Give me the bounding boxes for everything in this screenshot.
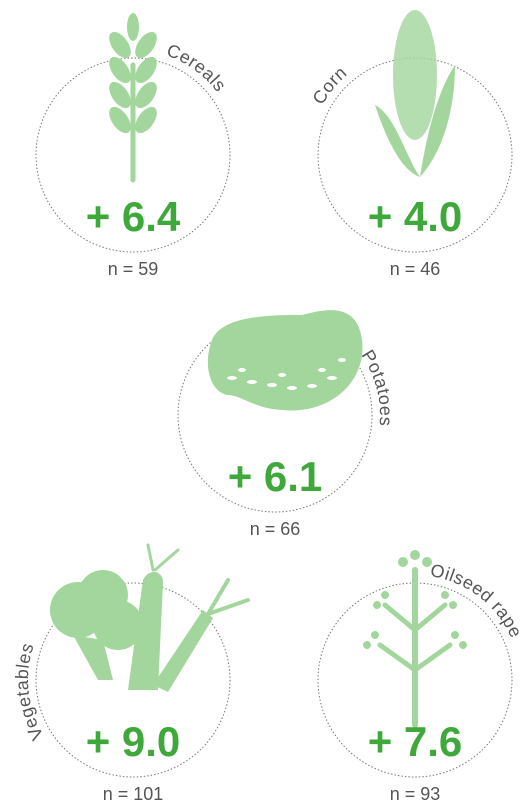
vegetables-icon	[50, 543, 250, 692]
crop-label: Oilseed rape	[429, 560, 527, 641]
value: + 6.1	[228, 453, 323, 500]
value: + 4.0	[368, 193, 463, 240]
sample-size: n = 101	[103, 784, 164, 804]
wheat-icon	[109, 13, 157, 183]
crop-label: Cereals	[164, 40, 230, 95]
oilseed-icon	[363, 550, 467, 728]
corn-icon	[375, 10, 455, 177]
crop-label: Vegetables	[12, 640, 48, 743]
value: + 9.0	[86, 718, 181, 765]
potato-icon	[207, 310, 363, 411]
crop-label-path: Oilseed rape	[429, 560, 526, 641]
crop-label: Corn	[308, 62, 350, 108]
crop-label: Potatoes	[358, 346, 396, 427]
crop-label-path: Vegetables	[12, 640, 47, 743]
sample-size: n = 66	[250, 519, 301, 539]
sample-size: n = 59	[108, 259, 159, 279]
circle-outline	[35, 582, 231, 778]
sample-size: n = 93	[390, 784, 441, 804]
crop-label-path: Corn	[308, 62, 350, 108]
circle-outline	[35, 57, 231, 253]
crop-label-path: Potatoes	[358, 346, 396, 427]
value: + 7.6	[368, 718, 463, 765]
sample-size: n = 46	[390, 259, 441, 279]
crop-label-path: Cereals	[164, 40, 230, 95]
value: + 6.4	[86, 193, 181, 240]
